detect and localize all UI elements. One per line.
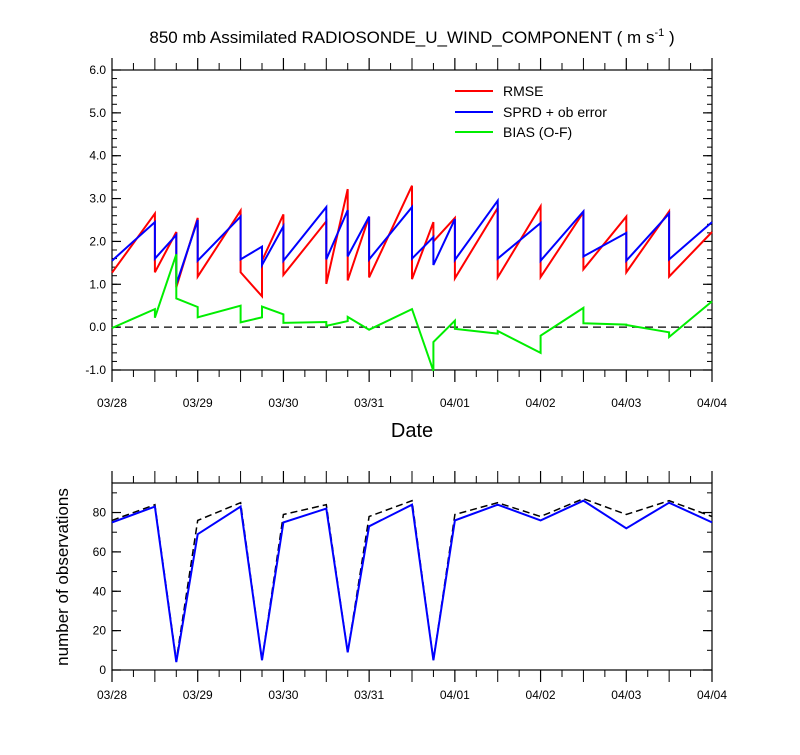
bottom-plot-ytick-labels: 0 20 40 60 80	[93, 506, 107, 677]
ytick-label: 60	[93, 545, 107, 559]
legend: RMSE SPRD + ob error BIAS (O-F)	[455, 83, 607, 140]
ytick-label: 40	[93, 584, 107, 598]
top-plot-ticks	[111, 58, 713, 382]
ytick-label: 4.0	[89, 149, 106, 163]
xtick-label: 03/29	[183, 688, 213, 702]
y-axis-label-observations: number of observations	[53, 488, 72, 666]
xtick-label: 04/03	[611, 688, 641, 702]
series-bias-o-f	[111, 253, 713, 372]
bottom-plot-series	[111, 497, 713, 663]
ytick-label: 0.0	[89, 320, 106, 334]
top-plot-series	[111, 185, 713, 372]
xtick-label: 03/30	[268, 688, 298, 702]
xtick-label: 03/31	[354, 396, 384, 410]
bottom-plot-ticks	[111, 471, 713, 682]
chart-title-close: )	[664, 28, 674, 47]
ytick-label: 1.0	[89, 277, 106, 291]
ytick-label: 0	[99, 663, 106, 677]
ytick-label: 20	[93, 624, 107, 638]
xtick-label: 04/03	[611, 396, 641, 410]
bottom-plot: 0 20 40 60 80 03/28 03/29 03/30 03/31 04/01 04/02…	[53, 471, 727, 702]
legend-label-bias: BIAS (O-F)	[503, 124, 572, 140]
chart-title-main: 850 mb Assimilated RADIOSONDE_U_WIND_COM…	[149, 28, 654, 47]
x-axis-label: Date	[391, 420, 433, 442]
legend-label-sprd: SPRD + ob error	[503, 104, 607, 120]
ytick-label: 3.0	[89, 192, 106, 206]
xtick-label: 04/02	[526, 688, 556, 702]
series-possible	[111, 497, 713, 661]
bottom-plot-xtick-labels: 03/28 03/29 03/30 03/31 04/01 04/02 04/03 04/04	[97, 688, 727, 702]
xtick-label: 03/30	[268, 396, 298, 410]
xtick-label: 03/31	[354, 688, 384, 702]
chart-title: 850 mb Assimilated RADIOSONDE_U_WIND_COM…	[149, 27, 674, 47]
ytick-label: 80	[93, 506, 107, 520]
xtick-label: 03/28	[97, 396, 127, 410]
ytick-label: 5.0	[89, 106, 106, 120]
xtick-label: 04/02	[526, 396, 556, 410]
xtick-label: 03/28	[97, 688, 127, 702]
xtick-label: 04/04	[697, 396, 727, 410]
series-sprd-ob-error	[111, 197, 713, 285]
top-plot-xtick-labels: 03/28 03/29 03/30 03/31 04/01 04/02 04/03 04/04	[97, 396, 727, 410]
ytick-label: -1.0	[85, 363, 106, 377]
chart-title-superscript: -1	[654, 27, 664, 39]
xtick-label: 03/29	[183, 396, 213, 410]
legend-label-rmse: RMSE	[503, 83, 543, 99]
xtick-label: 04/04	[697, 688, 727, 702]
top-plot-ytick-labels: -1.0 0.0 1.0 2.0 3.0 4.0 5.0 6.0	[85, 63, 106, 377]
xtick-label: 04/01	[440, 688, 470, 702]
top-plot: -1.0 0.0 1.0 2.0 3.0 4.0 5.0 6.0 03/28 03/29 03/3…	[85, 58, 727, 442]
ytick-label: 6.0	[89, 63, 106, 77]
ytick-label: 2.0	[89, 234, 106, 248]
xtick-label: 04/01	[440, 396, 470, 410]
series-assimilated	[111, 499, 713, 663]
